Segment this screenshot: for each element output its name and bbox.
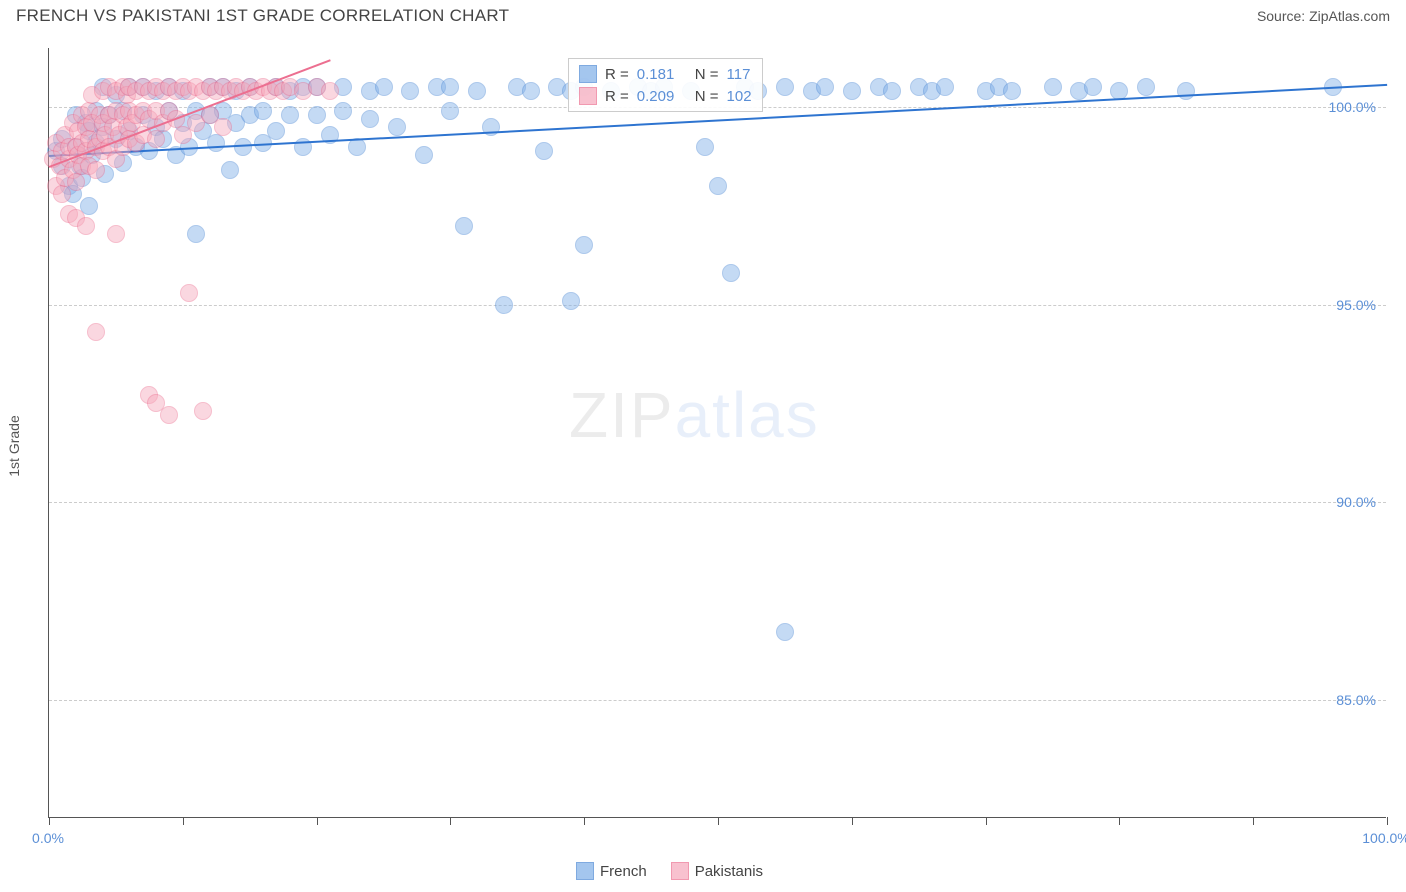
x-tick-label: 0.0% [32, 830, 64, 846]
n-value: 117 [727, 66, 751, 83]
french-point [441, 102, 459, 120]
y-tick-label: 100.0% [1329, 99, 1376, 115]
french-point [495, 296, 513, 314]
french-point [1084, 78, 1102, 96]
french-point [267, 122, 285, 140]
y-tick-label: 95.0% [1336, 297, 1376, 313]
pakistanis-point [180, 284, 198, 302]
chart-title: FRENCH VS PAKISTANI 1ST GRADE CORRELATIO… [16, 6, 509, 26]
x-tick [450, 817, 451, 825]
french-point [207, 134, 225, 152]
r-value: 0.181 [637, 66, 687, 83]
french-point [722, 264, 740, 282]
n-label: N = [695, 66, 719, 83]
x-tick [584, 817, 585, 825]
n-value: 102 [727, 88, 752, 105]
y-tick-label: 85.0% [1336, 692, 1376, 708]
french-point [522, 82, 540, 100]
french-point [843, 82, 861, 100]
pakistanis-point [321, 82, 339, 100]
french-point [1003, 82, 1021, 100]
legend-item: Pakistanis [671, 862, 763, 880]
x-tick [986, 817, 987, 825]
french-point [308, 106, 326, 124]
x-tick [183, 817, 184, 825]
x-tick-label: 100.0% [1362, 830, 1406, 846]
x-tick [49, 817, 50, 825]
source-label: Source: ZipAtlas.com [1257, 8, 1390, 24]
french-point [1137, 78, 1155, 96]
legend-label: French [600, 863, 647, 880]
french-point [776, 78, 794, 96]
french-point [441, 78, 459, 96]
gridline [49, 700, 1386, 701]
pakistanis-point [87, 323, 105, 341]
french-point [883, 82, 901, 100]
french-point [575, 236, 593, 254]
pakistanis-point [214, 118, 232, 136]
french-point [535, 142, 553, 160]
stats-legend-box: R = 0.181 N = 117 R = 0.209 N = 102 [568, 58, 763, 112]
x-tick [1387, 817, 1388, 825]
gridline [49, 502, 1386, 503]
bottom-legend: French Pakistanis [576, 862, 763, 880]
french-point [254, 102, 272, 120]
r-label: R = [605, 88, 629, 105]
french-point [401, 82, 419, 100]
r-label: R = [605, 66, 629, 83]
legend-swatch [579, 65, 597, 83]
n-label: N = [695, 88, 719, 105]
french-point [415, 146, 433, 164]
watermark: ZIPatlas [569, 378, 820, 452]
french-point [1044, 78, 1062, 96]
french-point [936, 78, 954, 96]
stats-row: R = 0.209 N = 102 [579, 85, 752, 107]
french-point [334, 102, 352, 120]
french-point [388, 118, 406, 136]
x-tick [718, 817, 719, 825]
french-point [562, 292, 580, 310]
french-point [455, 217, 473, 235]
french-point [696, 138, 714, 156]
gridline [49, 305, 1386, 306]
scatter-chart: ZIPatlas 85.0% 90.0% 95.0% 100.0% [48, 48, 1386, 818]
french-point [468, 82, 486, 100]
y-tick-label: 90.0% [1336, 494, 1376, 510]
legend-swatch [671, 862, 689, 880]
pakistanis-point [77, 217, 95, 235]
pakistanis-point [67, 173, 85, 191]
y-axis-label: 1st Grade [6, 415, 22, 476]
french-point [776, 623, 794, 641]
legend-item: French [576, 862, 647, 880]
pakistanis-point [147, 130, 165, 148]
french-point [375, 78, 393, 96]
x-tick [852, 817, 853, 825]
header: FRENCH VS PAKISTANI 1ST GRADE CORRELATIO… [0, 0, 1406, 30]
french-point [709, 177, 727, 195]
pakistanis-point [107, 225, 125, 243]
legend-swatch [576, 862, 594, 880]
pakistanis-point [160, 406, 178, 424]
stats-row: R = 0.181 N = 117 [579, 63, 752, 85]
french-point [187, 225, 205, 243]
legend-swatch [579, 87, 597, 105]
french-point [281, 106, 299, 124]
french-point [361, 110, 379, 128]
r-value: 0.209 [637, 88, 687, 105]
french-point [816, 78, 834, 96]
x-tick [1119, 817, 1120, 825]
pakistanis-point [87, 161, 105, 179]
french-point [221, 161, 239, 179]
pakistanis-point [194, 402, 212, 420]
french-point [1177, 82, 1195, 100]
legend-label: Pakistanis [695, 863, 763, 880]
x-tick [1253, 817, 1254, 825]
x-tick [317, 817, 318, 825]
